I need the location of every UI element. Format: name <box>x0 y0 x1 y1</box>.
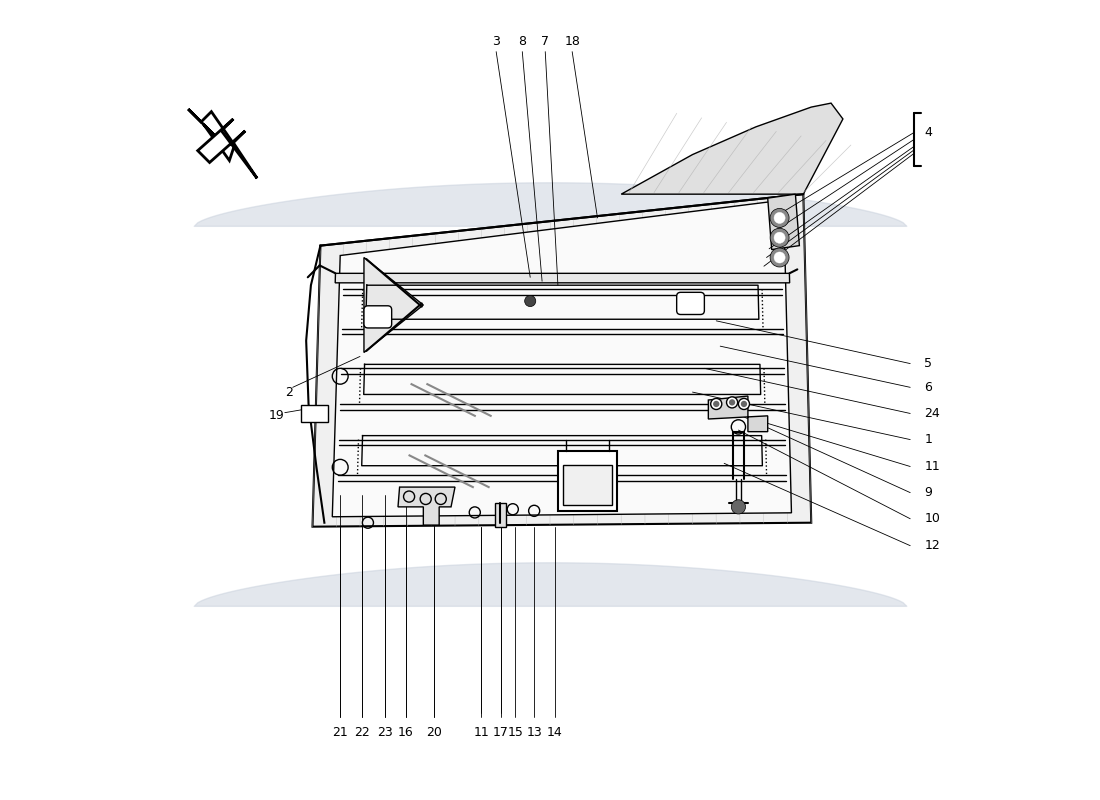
Text: 10: 10 <box>924 512 940 526</box>
Text: eurospares: eurospares <box>328 472 557 506</box>
Circle shape <box>774 212 785 223</box>
Text: 23: 23 <box>376 726 393 739</box>
Circle shape <box>770 228 789 247</box>
Text: 4: 4 <box>924 126 933 139</box>
Circle shape <box>713 401 719 407</box>
Text: eurospares: eurospares <box>565 230 794 265</box>
Polygon shape <box>621 103 843 194</box>
Text: 9: 9 <box>924 486 933 499</box>
Text: 13: 13 <box>526 726 542 739</box>
Polygon shape <box>364 258 424 353</box>
Circle shape <box>774 252 785 263</box>
FancyBboxPatch shape <box>558 451 617 511</box>
Polygon shape <box>768 194 800 250</box>
Text: 14: 14 <box>547 726 562 739</box>
Polygon shape <box>332 200 792 517</box>
Circle shape <box>711 398 722 410</box>
Circle shape <box>770 209 789 227</box>
Polygon shape <box>340 374 784 404</box>
Text: 18: 18 <box>564 34 580 48</box>
Text: 16: 16 <box>398 726 414 739</box>
Text: 2: 2 <box>285 386 293 398</box>
Text: 8: 8 <box>518 34 526 48</box>
Polygon shape <box>312 194 812 526</box>
FancyBboxPatch shape <box>300 405 328 422</box>
Text: 15: 15 <box>507 726 524 739</box>
Text: 24: 24 <box>924 407 940 420</box>
Text: 3: 3 <box>492 34 500 48</box>
Polygon shape <box>398 487 455 525</box>
Circle shape <box>729 399 735 406</box>
Text: 17: 17 <box>493 726 509 739</box>
Circle shape <box>770 248 789 267</box>
Circle shape <box>774 232 785 243</box>
Polygon shape <box>198 119 257 178</box>
Text: 7: 7 <box>541 34 549 48</box>
Polygon shape <box>188 109 234 161</box>
Polygon shape <box>708 396 768 432</box>
FancyBboxPatch shape <box>563 465 612 505</box>
Text: 11: 11 <box>473 726 490 739</box>
Text: 19: 19 <box>270 410 285 422</box>
Circle shape <box>525 295 536 306</box>
Text: 21: 21 <box>332 726 348 739</box>
Circle shape <box>732 500 746 514</box>
Text: 12: 12 <box>924 539 940 552</box>
Polygon shape <box>342 294 783 329</box>
Circle shape <box>740 401 747 407</box>
Text: 6: 6 <box>924 381 933 394</box>
Text: 11: 11 <box>924 460 940 473</box>
Text: 22: 22 <box>354 726 371 739</box>
Circle shape <box>726 397 738 408</box>
Polygon shape <box>336 274 790 283</box>
Text: 5: 5 <box>924 357 933 370</box>
Polygon shape <box>495 503 506 526</box>
FancyBboxPatch shape <box>676 292 704 314</box>
FancyBboxPatch shape <box>364 306 392 328</box>
Polygon shape <box>338 445 786 475</box>
Text: 1: 1 <box>924 433 933 446</box>
Text: 20: 20 <box>427 726 442 739</box>
Circle shape <box>738 398 749 410</box>
